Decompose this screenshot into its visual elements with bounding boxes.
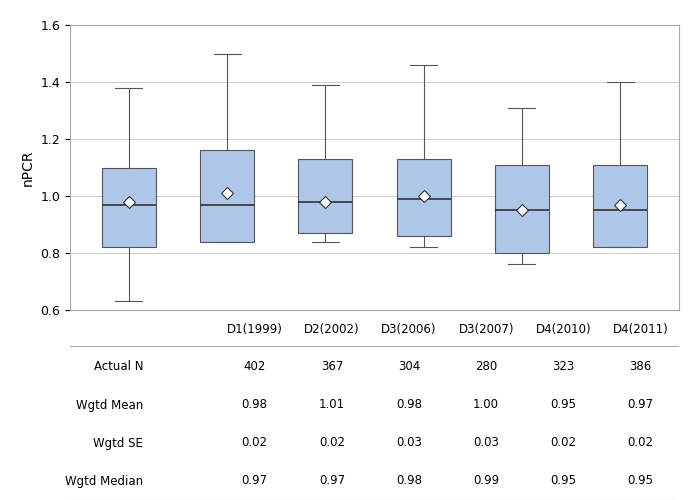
Text: 0.03: 0.03 (396, 436, 422, 450)
Text: D4(2010): D4(2010) (536, 322, 591, 336)
Text: 0.98: 0.98 (396, 474, 422, 488)
PathPatch shape (298, 159, 352, 233)
PathPatch shape (495, 164, 549, 253)
Text: 402: 402 (244, 360, 266, 374)
Text: 1.01: 1.01 (318, 398, 345, 411)
Text: 0.03: 0.03 (473, 436, 499, 450)
Text: 367: 367 (321, 360, 343, 374)
Text: 323: 323 (552, 360, 575, 374)
Y-axis label: nPCR: nPCR (21, 149, 35, 186)
Text: D4(2011): D4(2011) (612, 322, 668, 336)
Text: D1(1999): D1(1999) (227, 322, 283, 336)
Text: Wgtd Mean: Wgtd Mean (76, 398, 143, 411)
Text: 280: 280 (475, 360, 497, 374)
Text: 1.00: 1.00 (473, 398, 499, 411)
Text: Wgtd SE: Wgtd SE (93, 436, 143, 450)
Text: 0.97: 0.97 (241, 474, 268, 488)
PathPatch shape (102, 168, 156, 248)
Text: 0.95: 0.95 (550, 398, 576, 411)
Text: 0.02: 0.02 (550, 436, 576, 450)
Text: D3(2007): D3(2007) (458, 322, 514, 336)
Text: 0.02: 0.02 (627, 436, 653, 450)
Text: D3(2006): D3(2006) (382, 322, 437, 336)
Text: 0.98: 0.98 (241, 398, 267, 411)
Text: 304: 304 (398, 360, 420, 374)
Text: 0.95: 0.95 (550, 474, 576, 488)
Text: D2(2002): D2(2002) (304, 322, 360, 336)
Text: 0.98: 0.98 (396, 398, 422, 411)
Text: 0.97: 0.97 (318, 474, 345, 488)
PathPatch shape (593, 164, 647, 248)
Text: Actual N: Actual N (94, 360, 143, 374)
Text: Wgtd Median: Wgtd Median (65, 474, 143, 488)
Text: 386: 386 (629, 360, 652, 374)
Text: 0.97: 0.97 (627, 398, 654, 411)
Text: 0.99: 0.99 (473, 474, 499, 488)
PathPatch shape (200, 150, 254, 242)
Text: 0.02: 0.02 (319, 436, 345, 450)
Text: 0.95: 0.95 (627, 474, 653, 488)
PathPatch shape (397, 159, 451, 236)
Text: 0.02: 0.02 (241, 436, 267, 450)
